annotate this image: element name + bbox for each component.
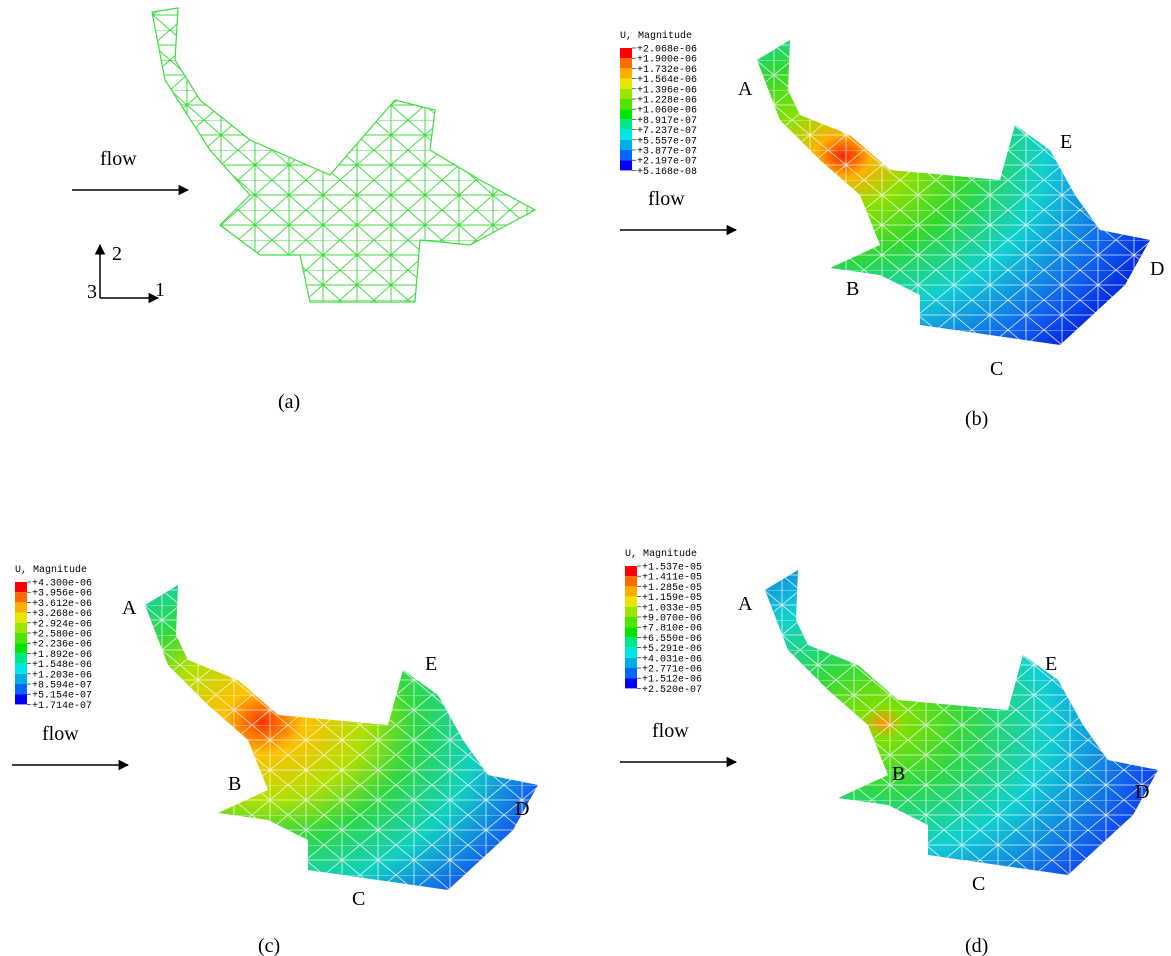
legend: U, Magnitude+4.300e-06+3.956e-06+3.612e-… — [15, 564, 92, 712]
legend-swatch — [15, 684, 27, 694]
legend-swatch — [625, 668, 637, 678]
legend-swatch — [620, 160, 632, 170]
legend-swatch — [625, 617, 637, 627]
legend-swatch — [620, 89, 632, 99]
legend-swatch — [625, 586, 637, 596]
point-label: C — [972, 873, 985, 895]
legend-swatch — [15, 674, 27, 684]
point-label: D — [1150, 258, 1164, 280]
legend-swatch — [620, 109, 632, 119]
legend-swatch — [625, 648, 637, 658]
legend-swatch — [15, 653, 27, 663]
legend-swatch — [620, 48, 632, 58]
legend-swatch — [620, 68, 632, 78]
axis-label: 3 — [87, 281, 97, 303]
legend-swatch — [15, 664, 27, 674]
axis-label: 2 — [112, 243, 122, 265]
legend: U, Magnitude+2.068e-06+1.900e-06+1.732e-… — [620, 30, 697, 178]
legend-swatch — [15, 623, 27, 633]
legend-label: +1.714e-07 — [32, 701, 92, 712]
legend-swatch — [620, 79, 632, 89]
point-label: B — [228, 773, 241, 795]
flow-label: flow — [100, 148, 137, 170]
legend-swatch — [625, 637, 637, 647]
point-label: C — [352, 888, 365, 910]
caption: (c) — [258, 935, 280, 956]
flow-label: flow — [648, 188, 685, 210]
legend-swatch — [625, 607, 637, 617]
legend-swatch — [15, 643, 27, 653]
legend-label: +2.520e-07 — [642, 685, 702, 696]
point-label: A — [738, 78, 753, 100]
panel-d: U, Magnitude+1.537e-05+1.411e-05+1.285e-… — [620, 548, 1158, 956]
panel-b: U, Magnitude+2.068e-06+1.900e-06+1.732e-… — [620, 30, 1164, 430]
point-label: A — [738, 593, 753, 615]
legend-swatch — [625, 627, 637, 637]
legend-swatch — [620, 119, 632, 129]
mesh — [757, 40, 1150, 345]
caption: (d) — [965, 935, 988, 956]
point-label: B — [846, 278, 859, 300]
axis-label: 1 — [155, 279, 165, 301]
legend-swatch — [15, 592, 27, 602]
point-label: B — [892, 763, 905, 785]
mesh — [145, 585, 538, 890]
legend: U, Magnitude+1.537e-05+1.411e-05+1.285e-… — [625, 548, 702, 696]
legend-title: U, Magnitude — [625, 548, 697, 560]
point-label: E — [1060, 131, 1072, 153]
legend-title: U, Magnitude — [15, 564, 87, 576]
legend-swatch — [620, 150, 632, 160]
point-label: E — [425, 653, 437, 675]
point-label: D — [515, 798, 529, 820]
panel-c: U, Magnitude+4.300e-06+3.956e-06+3.612e-… — [12, 564, 538, 956]
panel-a: flow 2 1 3 (a) — [72, 8, 535, 413]
legend-swatch — [15, 694, 27, 704]
point-label: D — [1135, 781, 1149, 803]
legend-swatch — [15, 613, 27, 623]
legend-swatch — [620, 130, 632, 140]
caption: (a) — [278, 391, 300, 413]
mesh — [152, 8, 535, 302]
legend-swatch — [625, 678, 637, 688]
legend-swatch — [625, 576, 637, 586]
legend-swatch — [15, 633, 27, 643]
point-label: A — [122, 597, 137, 619]
legend-label: +5.168e-08 — [637, 167, 697, 178]
point-label: E — [1045, 653, 1057, 675]
flow-label: flow — [652, 720, 689, 742]
legend-swatch — [620, 140, 632, 150]
mesh — [765, 570, 1158, 875]
legend-swatch — [15, 602, 27, 612]
legend-title: U, Magnitude — [620, 30, 692, 42]
figure: flow 2 1 3 (a) U, Magnitude+2.068e-06+1.… — [0, 0, 1171, 956]
legend-swatch — [625, 658, 637, 668]
legend-swatch — [620, 99, 632, 109]
point-label: C — [990, 358, 1003, 380]
legend-swatch — [620, 58, 632, 68]
caption: (b) — [965, 408, 988, 430]
legend-swatch — [625, 597, 637, 607]
flow-label: flow — [42, 723, 79, 745]
legend-swatch — [15, 582, 27, 592]
legend-swatch — [625, 566, 637, 576]
